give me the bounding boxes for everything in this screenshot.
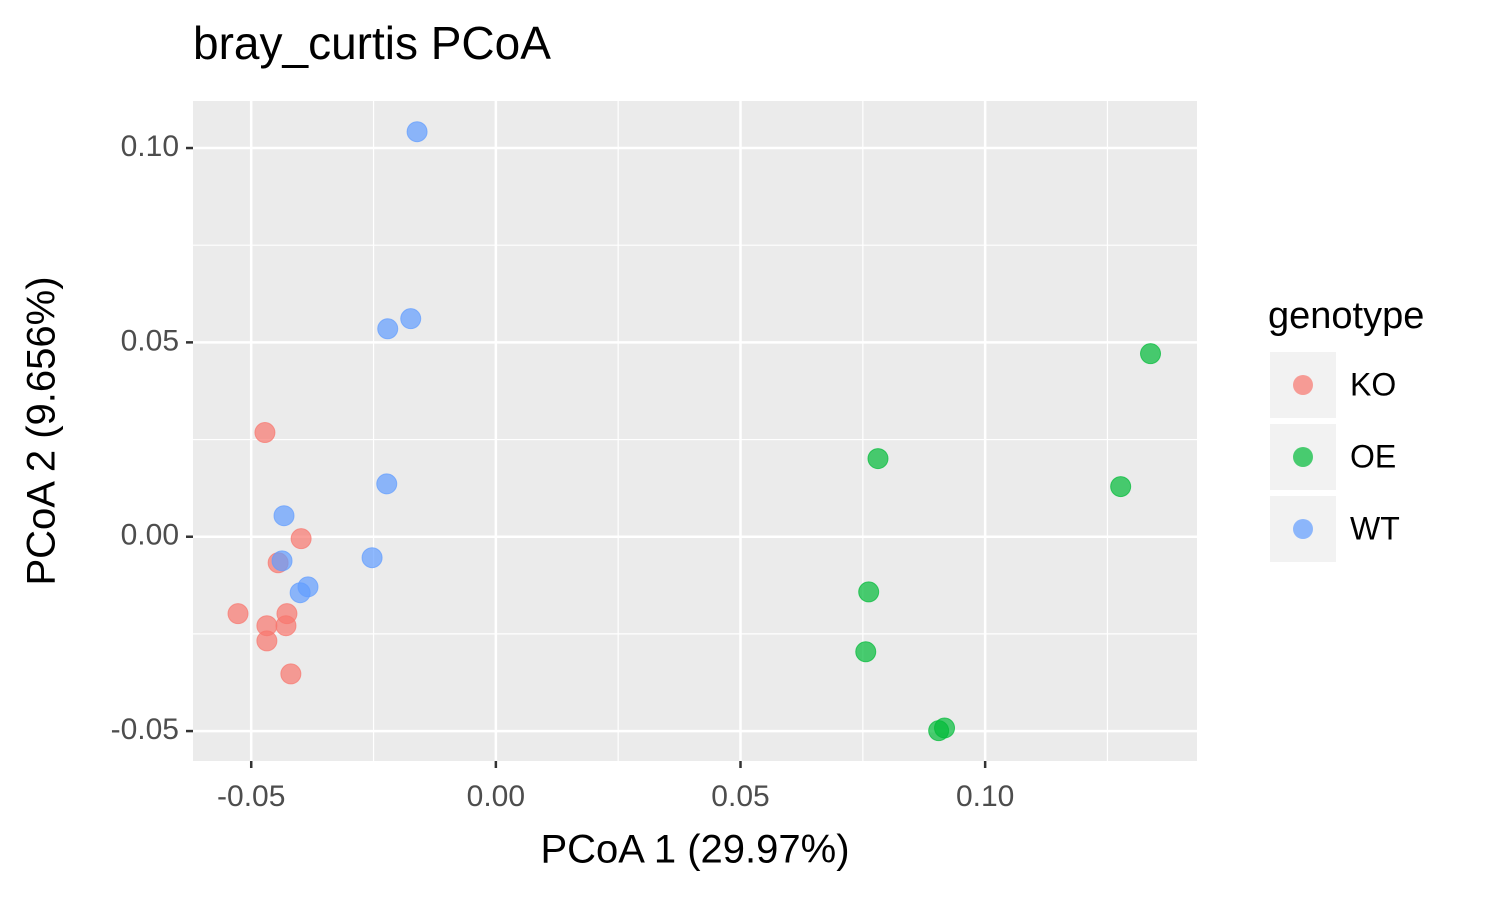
point	[271, 550, 293, 572]
point	[275, 615, 297, 637]
legend-symbol	[1293, 447, 1313, 467]
y-tick-label: -0.05	[111, 713, 179, 746]
point	[280, 663, 302, 685]
y-tick-label: 0.10	[121, 130, 179, 163]
point	[855, 641, 877, 663]
point	[1110, 476, 1132, 498]
legend-symbol	[1293, 375, 1313, 395]
point	[867, 448, 889, 470]
legend-label: KO	[1350, 366, 1396, 402]
point	[928, 720, 950, 742]
y-tick-label: 0.00	[121, 519, 179, 552]
point	[290, 528, 312, 550]
point	[406, 121, 428, 143]
x-tick-label: 0.05	[711, 780, 769, 813]
point	[227, 603, 249, 625]
point	[858, 581, 880, 603]
point	[256, 630, 278, 652]
point	[377, 318, 399, 340]
chart-title: bray_curtis PCoA	[193, 17, 551, 69]
point	[1140, 343, 1162, 365]
y-axis-title: PCoA 2 (9.656%)	[20, 276, 64, 585]
panel	[193, 101, 1197, 761]
x-tick-label: 0.10	[956, 780, 1014, 813]
point	[273, 505, 295, 527]
point	[289, 582, 311, 604]
point	[400, 308, 422, 330]
legend-label: WT	[1350, 510, 1400, 546]
legend-label: OE	[1350, 438, 1396, 474]
x-axis-title: PCoA 1 (29.97%)	[540, 828, 849, 872]
x-tick-label: -0.05	[217, 780, 285, 813]
y-tick-label: 0.05	[121, 324, 179, 357]
point	[376, 473, 398, 495]
legend-title: genotype	[1268, 295, 1424, 337]
point	[254, 422, 276, 444]
legend-symbol	[1293, 519, 1313, 539]
point	[361, 547, 383, 569]
x-tick-label: 0.00	[467, 780, 525, 813]
